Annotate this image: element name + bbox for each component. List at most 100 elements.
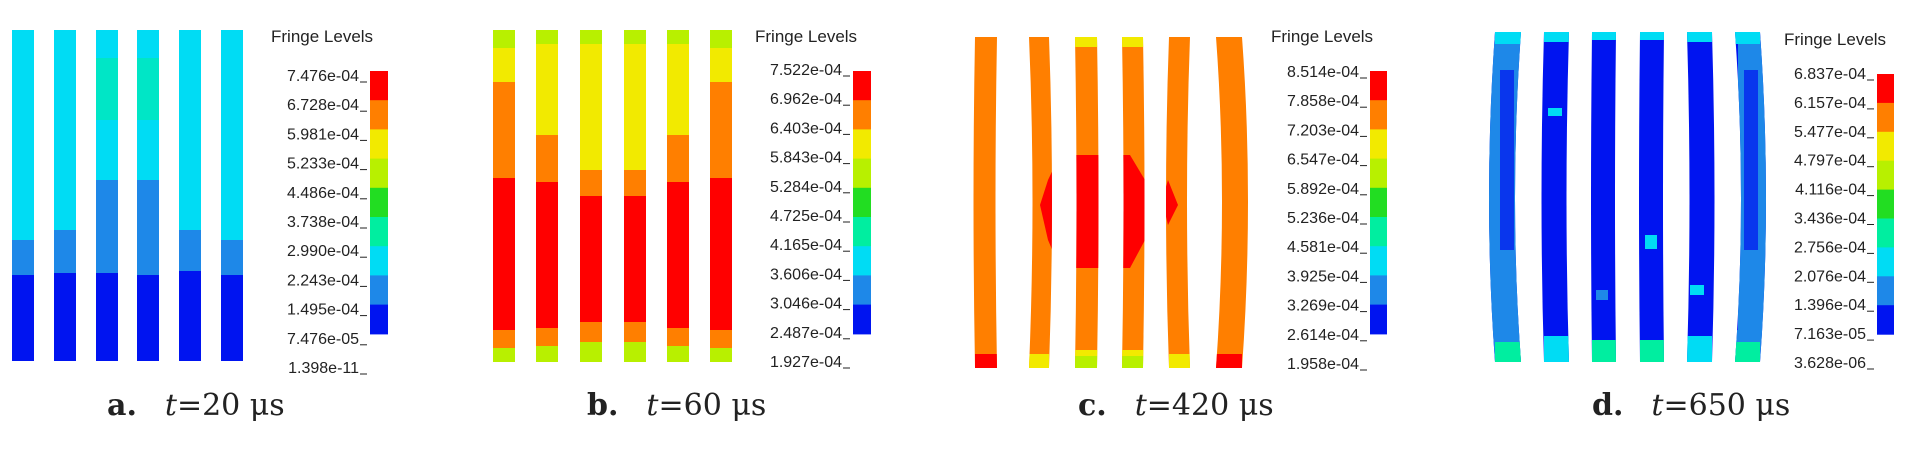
legend-band-a-2: [370, 129, 388, 160]
column-a2: [54, 30, 76, 361]
legend-level-c-7: 3.925e-04: [1287, 268, 1359, 285]
legend-level-d-4: 4.116e-04: [1795, 182, 1866, 199]
legend-level-d-6: 2.756e-04: [1794, 239, 1866, 256]
legend-band-a-3: [370, 158, 388, 189]
legend-band-b-3: [853, 158, 871, 189]
caption-d-var: t: [1651, 388, 1664, 423]
legend-level-b-8: 3.046e-04: [770, 296, 842, 313]
caption-c: c. t=420 μs: [1078, 388, 1274, 423]
legend-title-a: Fringe Levels: [271, 27, 373, 46]
legend-level-c-1: 7.858e-04: [1287, 93, 1359, 110]
legend-band-c-3: [1370, 158, 1387, 189]
legend-band-d-5: [1877, 218, 1894, 248]
panel-a-legend: Fringe Levels 7.476e-04 6.728e-04 5.981e-0…: [271, 27, 388, 377]
legend-ticks-c: 8.514e-04 7.858e-04 7.203e-04 6.547e-04 5.89…: [1287, 64, 1367, 373]
legend-level-a-1: 6.728e-04: [287, 97, 359, 114]
legend-band-a-6: [370, 246, 388, 276]
caption-a-var: t: [164, 388, 177, 423]
column-b2: [536, 30, 558, 362]
legend-band-d-0: [1877, 74, 1894, 104]
panel-b-legend: Fringe Levels 7.522e-04 6.962e-04 6.403e-0…: [755, 27, 871, 371]
legend-level-c-5: 5.236e-04: [1287, 210, 1359, 227]
legend-band-c-6: [1370, 246, 1387, 276]
legend-band-b-2: [853, 129, 871, 160]
legend-title-b: Fringe Levels: [755, 27, 857, 46]
caption-b-var: t: [646, 388, 659, 423]
legend-band-b-7: [853, 275, 871, 306]
column-b3: [580, 30, 602, 362]
panel-c-columns: [973, 37, 1248, 368]
caption-c-letter: c.: [1078, 388, 1107, 423]
legend-level-d-2: 5.477e-04: [1794, 124, 1866, 141]
legend-band-d-2: [1877, 131, 1894, 162]
legend-level-c-9: 2.614e-04: [1287, 327, 1359, 344]
legend-band-a-1: [370, 100, 388, 130]
legend-band-c-1: [1370, 100, 1387, 130]
legend-level-b-10: 1.927e-04: [770, 354, 842, 371]
legend-band-c-5: [1370, 217, 1387, 247]
caption-a-letter: a.: [107, 388, 137, 423]
legend-level-a-6: 2.990e-04: [287, 243, 359, 260]
column-b6: [710, 30, 732, 362]
legend-level-a-7: 2.243e-04: [287, 272, 359, 289]
panel-c-legend: Fringe Levels 8.514e-04 7.858e-04 7.203e-0…: [1271, 27, 1387, 373]
legend-ticks-b: 7.522e-04 6.962e-04 6.403e-04 5.843e-04 5.28…: [770, 62, 850, 371]
legend-level-d-10: 3.628e-06: [1794, 355, 1866, 372]
caption-b-value: =60 μs: [658, 388, 767, 423]
legend-level-a-5: 3.738e-04: [287, 214, 359, 231]
column-a4: [137, 30, 159, 361]
legend-level-a-10: 1.398e-11: [288, 360, 359, 377]
legend-level-b-6: 4.165e-04: [770, 237, 842, 254]
legend-band-a-5: [370, 217, 388, 247]
legend-band-b-1: [853, 100, 871, 130]
legend-level-a-8: 1.495e-04: [287, 302, 359, 319]
legend-band-a-0: [370, 71, 388, 101]
column-a3: [96, 30, 118, 361]
legend-bar-b: [853, 71, 871, 335]
legend-band-d-3: [1877, 160, 1894, 191]
legend-band-c-7: [1370, 275, 1387, 306]
caption-d-letter: d.: [1592, 388, 1624, 423]
legend-level-d-9: 7.163e-05: [1794, 326, 1866, 343]
legend-level-a-3: 5.233e-04: [287, 156, 359, 173]
legend-level-d-7: 2.076e-04: [1794, 268, 1866, 285]
legend-level-c-0: 8.514e-04: [1287, 64, 1359, 81]
legend-bar-d: [1877, 74, 1894, 335]
legend-level-b-3: 5.843e-04: [770, 150, 842, 167]
legend-band-c-4: [1370, 187, 1387, 218]
legend-level-b-7: 3.606e-04: [770, 266, 842, 283]
legend-level-b-0: 7.522e-04: [770, 62, 842, 79]
legend-level-c-4: 5.892e-04: [1287, 181, 1359, 198]
legend-level-a-4: 4.486e-04: [287, 185, 359, 202]
legend-band-d-4: [1877, 189, 1894, 220]
legend-level-d-0: 6.837e-04: [1794, 66, 1866, 83]
legend-band-b-0: [853, 71, 871, 101]
caption-a: a. t=20 μs: [107, 388, 285, 423]
column-a1: [12, 30, 34, 361]
legend-band-b-8: [853, 304, 871, 335]
legend-bar-a: [370, 71, 388, 335]
caption-b: b. t=60 μs: [587, 388, 766, 423]
column-b1: [493, 30, 515, 362]
legend-level-d-5: 3.436e-04: [1794, 211, 1866, 228]
legend-title-d: Fringe Levels: [1784, 30, 1886, 49]
legend-level-d-1: 6.157e-04: [1794, 95, 1866, 112]
column-a5: [179, 30, 201, 361]
caption-a-value: =20 μs: [176, 388, 285, 423]
panel-a-columns: [12, 30, 243, 361]
caption-d: d. t=650 μs: [1592, 388, 1790, 423]
legend-level-c-6: 4.581e-04: [1287, 239, 1359, 256]
legend-band-b-6: [853, 246, 871, 276]
legend-level-a-2: 5.981e-04: [287, 126, 359, 143]
legend-band-a-4: [370, 187, 388, 218]
legend-ticks-d: 6.837e-04 6.157e-04 5.477e-04 4.797e-04 4.11…: [1794, 66, 1874, 372]
legend-band-d-7: [1877, 276, 1894, 306]
legend-ticks-a: 7.476e-04 6.728e-04 5.981e-04 5.233e-04 4.48…: [287, 68, 367, 377]
legend-level-b-1: 6.962e-04: [770, 91, 842, 108]
legend-band-b-5: [853, 217, 871, 247]
panel-b-columns: [493, 30, 732, 362]
legend-level-c-2: 7.203e-04: [1287, 122, 1359, 139]
column-b4: [624, 30, 646, 362]
legend-level-c-10: 1.958e-04: [1287, 356, 1359, 373]
